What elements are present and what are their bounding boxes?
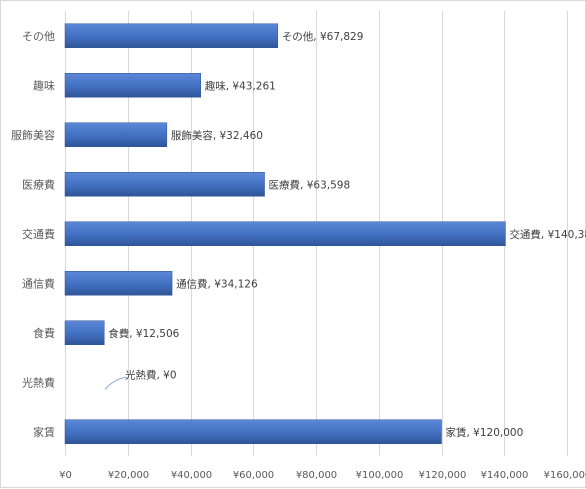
category-label: 光熱費 xyxy=(22,375,55,389)
data-label: 趣味, ¥43,261 xyxy=(205,79,276,92)
category-label: 通信費 xyxy=(22,276,55,290)
data-label: 通信費, ¥34,126 xyxy=(176,277,258,290)
x-tick-label: ¥40,000 xyxy=(171,470,212,481)
category-label: 服飾美容 xyxy=(11,128,55,142)
x-tick-label: ¥100,000 xyxy=(356,470,404,481)
data-labels: その他, ¥67,829 趣味, ¥43,261 服飾美容, ¥32,460 医療費,… xyxy=(104,30,586,439)
bar xyxy=(64,271,173,296)
data-label: 家賃, ¥120,000 xyxy=(446,426,524,439)
data-label: 交通費, ¥140,380 xyxy=(509,228,586,241)
data-label: 服飾美容, ¥32,460 xyxy=(171,129,263,142)
x-tick-label: ¥120,000 xyxy=(419,470,467,481)
x-tick-label: ¥140,000 xyxy=(481,470,529,481)
category-label: 食費 xyxy=(33,326,55,340)
bars xyxy=(64,23,506,444)
bar xyxy=(64,172,265,197)
leader-line xyxy=(104,376,128,390)
bar xyxy=(64,122,168,147)
bar xyxy=(64,23,279,48)
category-label: 交通費 xyxy=(22,227,55,241)
bar xyxy=(64,73,201,98)
category-label: 医療費 xyxy=(22,177,55,191)
data-label: 医療費, ¥63,598 xyxy=(269,178,351,191)
x-axis-tick-labels: ¥0 ¥20,000 ¥40,000 ¥60,000 ¥80,000 ¥100,000 ¥1… xyxy=(59,470,586,481)
bar xyxy=(64,419,442,444)
category-label: 趣味 xyxy=(33,78,55,92)
data-label: 光熱費, ¥0 xyxy=(125,368,177,381)
category-label: その他 xyxy=(22,30,55,43)
x-tick-label: ¥80,000 xyxy=(296,470,337,481)
data-label: その他, ¥67,829 xyxy=(282,30,364,43)
x-tick-label: ¥160,000 xyxy=(544,470,586,481)
x-tick-label: ¥0 xyxy=(59,470,72,481)
x-tick-label: ¥60,000 xyxy=(233,470,274,481)
category-label: 家賃 xyxy=(33,425,55,439)
bar xyxy=(64,320,105,345)
bar xyxy=(64,221,506,246)
data-label: 食費, ¥12,506 xyxy=(108,327,179,340)
x-tick-label: ¥20,000 xyxy=(108,470,149,481)
